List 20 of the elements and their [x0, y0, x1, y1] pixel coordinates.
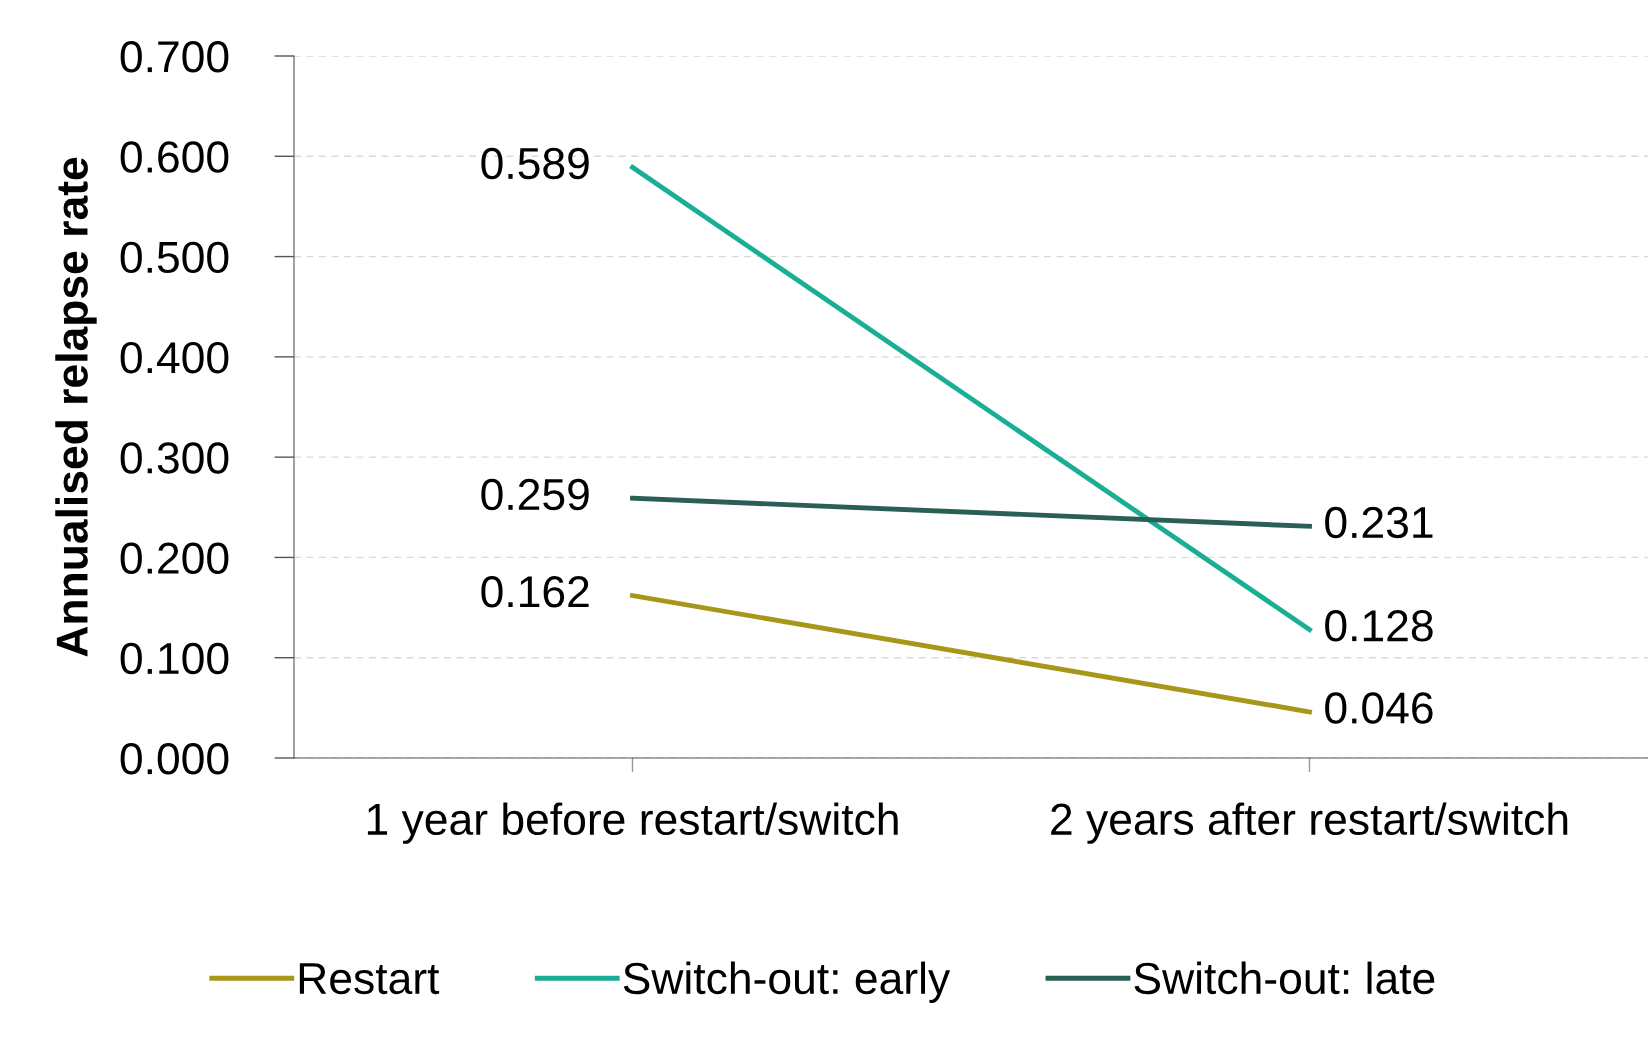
data-label: 0.128 — [1325, 610, 1433, 642]
y-tick-label: 0.700 — [120, 41, 229, 73]
data-label: 0.231 — [1325, 506, 1433, 539]
y-axis-title: Annualised relapse rate — [55, 157, 97, 657]
data-label: 0.259 — [481, 478, 589, 511]
y-tick-label: 0.500 — [120, 241, 229, 274]
y-tick-label: 0.400 — [120, 341, 229, 374]
data-label: 0.162 — [481, 576, 589, 608]
legend-label: Switch-out: late — [1134, 961, 1435, 995]
y-tick-label: 0.100 — [120, 642, 229, 675]
y-tick-label: 0.300 — [120, 442, 229, 474]
y-tick-label: 0.000 — [120, 743, 229, 775]
legend-label: Switch-out: early — [623, 961, 951, 1003]
legend-label: Restart — [299, 963, 440, 995]
y-tick-label: 0.600 — [120, 141, 229, 173]
y-tick-label: 0.200 — [120, 542, 229, 574]
x-tick-label: 2 years after restart/switch — [1051, 802, 1568, 844]
data-label: 0.046 — [1325, 692, 1433, 724]
data-label: 0.589 — [481, 147, 589, 180]
x-tick-label: 1 year before restart/switch — [367, 802, 898, 844]
